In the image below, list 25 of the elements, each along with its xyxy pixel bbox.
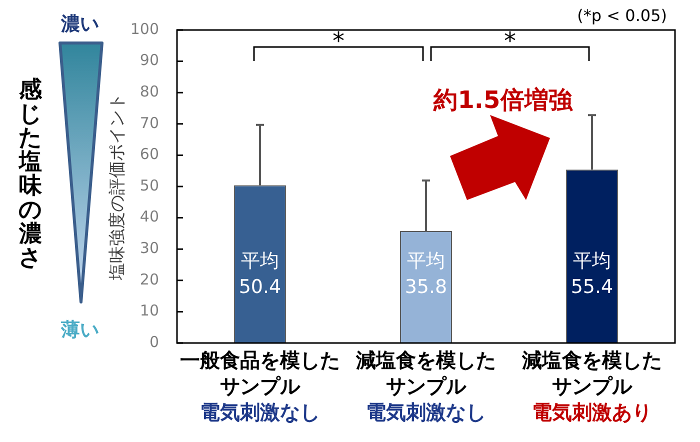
text: 薄い <box>61 319 99 341</box>
annotation: * <box>332 27 344 55</box>
y-tick-label: 60 <box>140 145 159 164</box>
y-tick-label: 100 <box>130 20 159 38</box>
y-tick-label: 40 <box>140 208 159 226</box>
annotation: * <box>504 27 516 55</box>
annotation: 約1.5倍増強 <box>434 86 572 114</box>
text: (*p < 0.05) <box>577 6 667 25</box>
text: 感じた塩味の濃さ <box>18 77 43 271</box>
data-label: 平均 55.4 <box>570 250 614 298</box>
y-tick-label: 20 <box>140 270 159 288</box>
x-tick-label: 減塩食を模したサンプル電気刺激あり <box>522 348 662 424</box>
y-tick-label: 70 <box>140 114 159 132</box>
y-axis-title: 塩味強度の評価ポイント <box>108 93 128 281</box>
y-tick-label: 80 <box>140 82 159 100</box>
text: 濃い <box>61 13 99 35</box>
data-label: 平均 50.4 <box>238 250 282 298</box>
y-tick-label: 0 <box>149 332 159 351</box>
x-tick-label: 減塩食を模したサンプル電気刺激なし <box>356 348 496 424</box>
y-tick-label: 30 <box>140 238 159 257</box>
y-tick-label: 50 <box>140 176 159 194</box>
y-tick-label: 90 <box>140 51 159 70</box>
x-tick-label: 一般食品を模したサンプル電気刺激なし <box>180 348 340 424</box>
y-tick-label: 10 <box>140 302 159 320</box>
data-label: 平均 35.8 <box>404 250 448 298</box>
